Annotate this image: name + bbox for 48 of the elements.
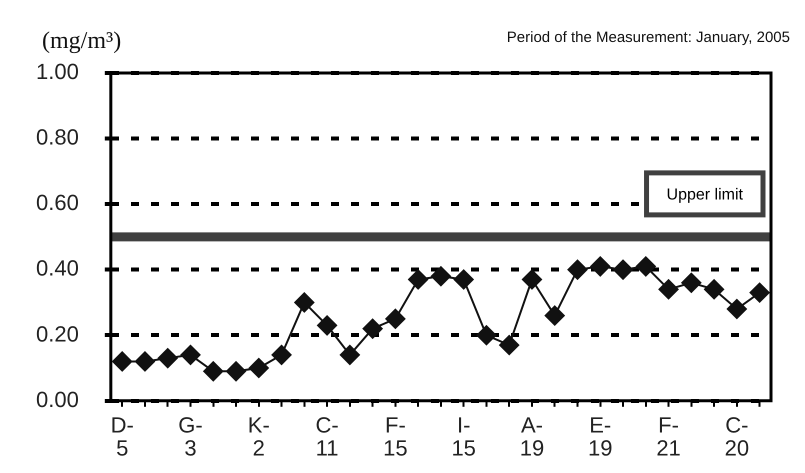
ref-line-label: Upper limit	[666, 186, 744, 204]
point	[385, 308, 406, 329]
point	[408, 270, 428, 290]
x-tick-label: E- 19	[588, 412, 613, 461]
point	[180, 344, 200, 365]
point	[613, 260, 634, 280]
point	[294, 292, 314, 312]
point	[430, 266, 451, 286]
point	[568, 260, 588, 280]
point	[317, 315, 338, 336]
y-tick-label: 0.60	[36, 190, 79, 216]
x-tick-label: A- 19	[520, 412, 544, 461]
point	[112, 351, 132, 372]
x-tick-label: G- 3	[178, 412, 203, 461]
y-axis-title: (mg/m³)	[42, 28, 122, 54]
point	[476, 325, 496, 346]
point	[726, 299, 747, 320]
point	[544, 306, 565, 326]
point	[704, 279, 724, 300]
x-tick-label: C- 11	[315, 412, 339, 461]
point	[499, 335, 520, 356]
x-tick-label: I- 15	[451, 412, 476, 461]
text: Period of the Measurement: January, 2005	[506, 29, 790, 46]
point	[134, 351, 155, 372]
y-tick-label: 0.40	[36, 256, 79, 281]
point	[750, 282, 770, 303]
point	[658, 279, 679, 300]
point	[636, 256, 656, 276]
x-tick-label: F- 15	[383, 412, 408, 461]
x-tick-label: D- 5	[110, 412, 134, 461]
point	[226, 361, 246, 382]
y-tick-label: 0.80	[36, 124, 79, 150]
point	[522, 270, 542, 290]
point	[590, 256, 610, 276]
x-tick-label: K- 2	[248, 412, 270, 461]
point	[248, 358, 269, 378]
point	[203, 361, 224, 382]
x-tick-label: F- 21	[656, 412, 681, 461]
y-tick-label: 1.00	[36, 59, 79, 84]
point	[362, 318, 383, 339]
y-tick-label: 0.00	[36, 386, 79, 412]
point	[272, 344, 292, 365]
point	[454, 270, 474, 290]
point	[158, 348, 178, 368]
x-tick-label: C- 20	[724, 412, 750, 461]
point	[340, 344, 360, 365]
y-tick-label: 0.20	[36, 321, 79, 346]
point	[681, 272, 702, 293]
